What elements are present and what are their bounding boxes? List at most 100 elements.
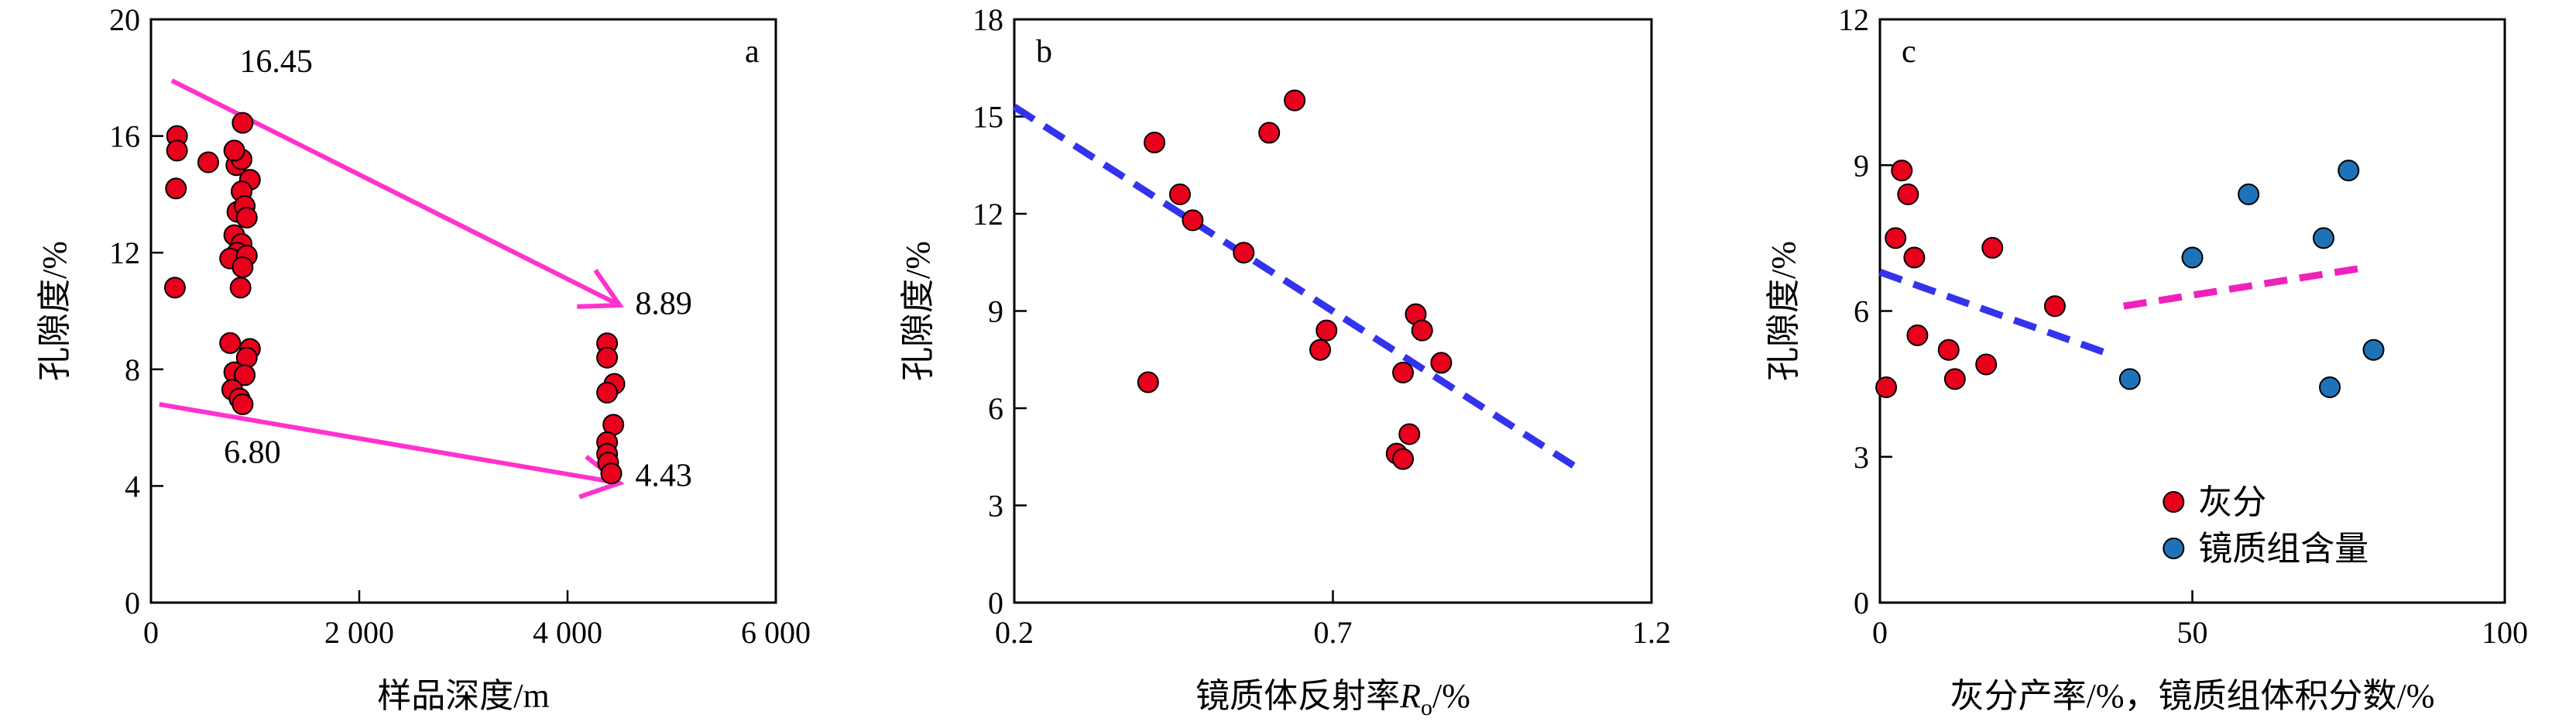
trend-line-b bbox=[1012, 104, 1577, 470]
x-axis-title-c: 灰分产率/%，镜质组体积分数/% bbox=[1950, 677, 2435, 715]
y-axis-title-c: 孔隙度/% bbox=[1765, 241, 1803, 381]
y-tick-label-c: 3 bbox=[1854, 440, 1869, 475]
value-annotation-a: 4.43 bbox=[635, 458, 692, 493]
arrow-head-a bbox=[578, 455, 625, 500]
data-point-c-s1 bbox=[2312, 227, 2334, 249]
y-axis-title-b: 孔隙度/% bbox=[899, 241, 937, 381]
panel-c: 0 50 100 0 3 6 9 12 灰分产率/%，镜质组体积分数/% 孔隙度/% c 灰分镜质组含… bbox=[1765, 2, 2528, 715]
x-tick-label-a: 0 bbox=[143, 615, 159, 650]
data-point-b-s0 bbox=[1233, 242, 1255, 264]
trend-line-c bbox=[1878, 269, 2113, 359]
data-point-c-s0 bbox=[1903, 246, 1926, 269]
y-tick-label-c: 6 bbox=[1854, 294, 1869, 329]
panel-letter-a: a bbox=[745, 34, 760, 70]
data-point-a-s0 bbox=[163, 277, 186, 299]
y-tick-label-c: 0 bbox=[1854, 586, 1869, 620]
x-tick-label-b: 0.2 bbox=[995, 615, 1034, 650]
y-tick-label-a: 12 bbox=[109, 235, 140, 270]
y-tick-label-a: 4 bbox=[125, 469, 140, 503]
data-point-a-s0 bbox=[219, 332, 242, 354]
data-point-a-s0 bbox=[234, 364, 256, 387]
data-point-a-s0 bbox=[223, 139, 245, 162]
data-point-b-s0 bbox=[1144, 131, 1166, 153]
trend-line-c bbox=[2123, 263, 2368, 310]
y-tick-label-b: 9 bbox=[988, 294, 1003, 329]
legend-label-c: 灰分 bbox=[2198, 483, 2266, 521]
data-point-c-s1 bbox=[2238, 183, 2260, 205]
panel-letter-b: b bbox=[1036, 34, 1052, 70]
y-tick-label-a: 0 bbox=[125, 586, 140, 620]
y-tick-label-b: 6 bbox=[988, 391, 1003, 426]
data-point-c-s0 bbox=[2043, 295, 2066, 318]
y-tick-label-a: 20 bbox=[109, 2, 140, 37]
data-point-c-s0 bbox=[1981, 236, 2004, 259]
data-point-a-s0 bbox=[165, 177, 187, 200]
data-point-b-s0 bbox=[1398, 423, 1421, 445]
data-point-c-s1 bbox=[2319, 376, 2341, 399]
data-point-c-s0 bbox=[1937, 338, 1960, 361]
legend-marker-c bbox=[2163, 491, 2185, 513]
y-tick-label-b: 18 bbox=[972, 2, 1003, 37]
y-tick-label-a: 8 bbox=[125, 352, 140, 387]
data-point-b-s0 bbox=[1168, 183, 1191, 205]
legend-label-c: 镜质组含量 bbox=[2198, 530, 2368, 568]
data-point-b-s0 bbox=[1392, 448, 1415, 470]
x-axis-title-a: 样品深度/m bbox=[377, 677, 549, 715]
data-point-c-s1 bbox=[2118, 368, 2141, 390]
value-annotation-a: 16.45 bbox=[239, 44, 313, 80]
y-tick-label-b: 0 bbox=[988, 586, 1003, 620]
legend-marker-c bbox=[2163, 538, 2185, 559]
x-tick-label-c: 50 bbox=[2177, 615, 2208, 650]
data-point-c-s0 bbox=[1885, 227, 1907, 249]
data-point-a-s0 bbox=[232, 256, 254, 279]
x-tick-label-c: 100 bbox=[2482, 615, 2528, 650]
value-annotation-a: 8.89 bbox=[635, 286, 692, 321]
x-tick-label-a: 6 000 bbox=[741, 615, 811, 650]
data-point-a-s0 bbox=[600, 462, 623, 485]
data-point-b-s0 bbox=[1411, 319, 1433, 342]
data-point-c-s0 bbox=[1875, 376, 1898, 399]
y-tick-label-b: 15 bbox=[972, 100, 1003, 135]
y-tick-label-c: 12 bbox=[1838, 2, 1869, 37]
data-point-c-s1 bbox=[2338, 160, 2360, 182]
data-point-b-s0 bbox=[1309, 338, 1332, 361]
panel-b: 0.2 0.7 1.2 0 3 6 9 12 15 18 镜质体反射率Ro/% 孔隙度/% b bbox=[899, 2, 1671, 720]
data-point-a-s0 bbox=[232, 112, 254, 134]
data-point-a-s0 bbox=[232, 393, 254, 415]
plot-frame-a bbox=[149, 18, 777, 604]
x-tick-label-c: 0 bbox=[1872, 615, 1888, 650]
data-point-a-s0 bbox=[197, 151, 219, 174]
y-tick-label-b: 12 bbox=[972, 197, 1003, 232]
data-point-b-s0 bbox=[1137, 371, 1159, 393]
data-point-c-s0 bbox=[1891, 160, 1913, 182]
data-point-c-s0 bbox=[1906, 324, 1929, 346]
data-point-b-s0 bbox=[1392, 361, 1415, 383]
panel-letter-c: c bbox=[1902, 34, 1916, 70]
trend-arrow-a bbox=[159, 402, 620, 486]
x-tick-label-b: 0.7 bbox=[1314, 615, 1353, 650]
data-point-c-s0 bbox=[1975, 353, 1998, 376]
data-point-b-s0 bbox=[1430, 352, 1453, 374]
data-point-a-s0 bbox=[235, 207, 258, 229]
data-point-c-s1 bbox=[2181, 246, 2204, 269]
data-point-a-s0 bbox=[596, 381, 619, 404]
plot-frame-c bbox=[1878, 18, 2506, 604]
arrow-head-a bbox=[577, 269, 624, 309]
data-point-b-s0 bbox=[1284, 89, 1306, 112]
data-point-c-s0 bbox=[1943, 368, 1966, 390]
data-point-b-s0 bbox=[1315, 319, 1338, 342]
data-point-b-s0 bbox=[1182, 209, 1204, 232]
x-axis-title-b: 镜质体反射率Ro/% bbox=[1195, 677, 1470, 720]
x-tick-label-a: 4 000 bbox=[533, 615, 602, 650]
data-point-b-s0 bbox=[1258, 122, 1281, 144]
y-tick-label-b: 3 bbox=[988, 489, 1003, 524]
value-annotation-a: 6.80 bbox=[224, 435, 281, 470]
y-tick-label-a: 16 bbox=[109, 119, 140, 154]
data-point-a-s0 bbox=[166, 139, 188, 162]
data-point-a-s0 bbox=[596, 346, 619, 369]
x-tick-label-b: 1.2 bbox=[1632, 615, 1671, 650]
y-axis-title-a: 孔隙度/% bbox=[36, 241, 74, 381]
panel-a: 0 2 000 4 000 6 000 0 4 8 12 16 20 样品深度/m 孔隙度/% a 16.… bbox=[36, 2, 811, 715]
data-point-a-s0 bbox=[229, 277, 252, 299]
y-tick-label-c: 9 bbox=[1854, 148, 1869, 183]
